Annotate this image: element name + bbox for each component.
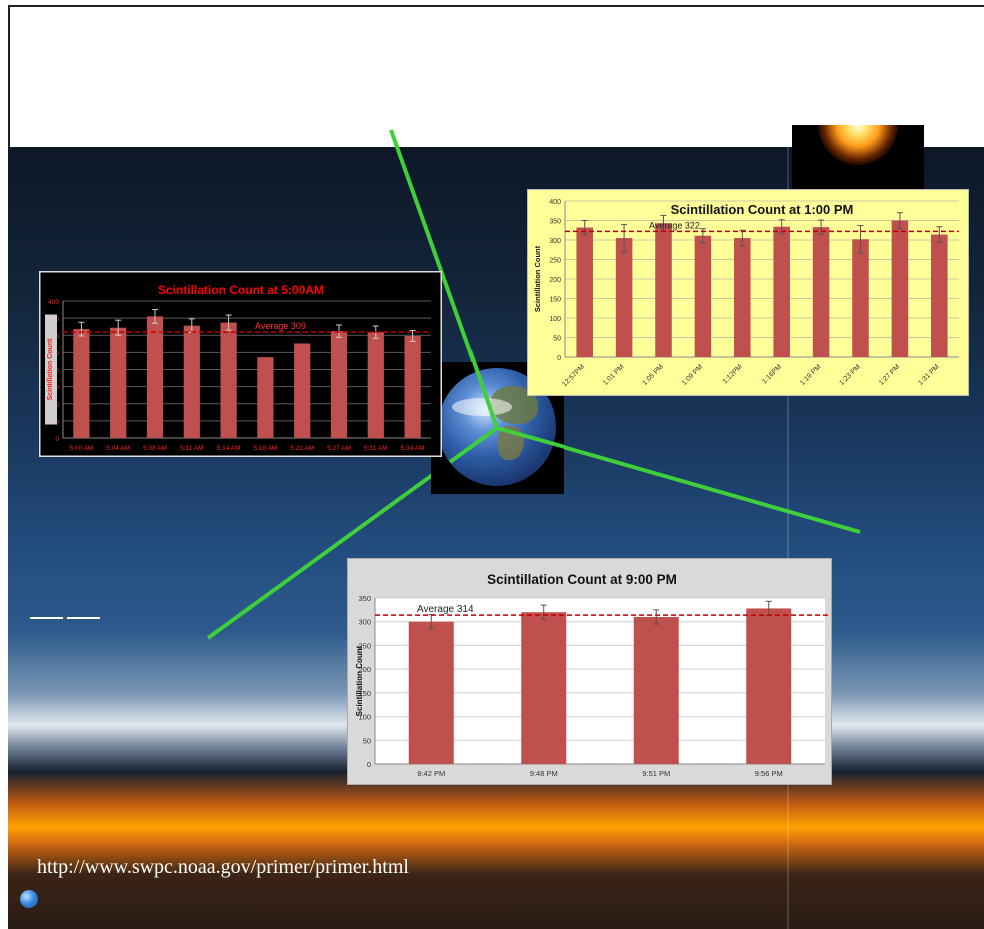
background-divider [787, 145, 789, 929]
y-tick-label: 150 [358, 689, 371, 698]
bar [404, 335, 421, 438]
bar [330, 331, 348, 438]
bar [655, 223, 672, 357]
y-tick-label: 0 [367, 760, 371, 769]
bar [110, 327, 127, 438]
bar [408, 621, 454, 764]
bar [576, 227, 593, 357]
bar [257, 357, 274, 438]
x-tick-label: 5:18 AM [253, 445, 277, 452]
y-tick-label: 300 [549, 238, 561, 245]
chart-title: Scintillation Count at 1:00 PM [671, 202, 854, 217]
bar [694, 235, 712, 357]
bar [812, 227, 830, 357]
x-tick-label: 5:11 AM [180, 445, 203, 452]
y-axis-label: Scintillation Count [533, 245, 542, 312]
bar [146, 316, 164, 438]
y-tick-label: 150 [549, 297, 561, 304]
globe-icon [20, 890, 38, 908]
bar [183, 325, 200, 438]
bar [521, 612, 567, 764]
earth-landmass [498, 426, 524, 460]
y-tick-label: 350 [549, 219, 561, 226]
y-tick-label: 0 [55, 436, 59, 443]
bar [294, 343, 311, 438]
y-axis-label: Scintillation Count [355, 645, 364, 716]
x-tick-label: 5:34 AM [401, 445, 425, 452]
bar [367, 332, 384, 438]
y-tick-label: 50 [553, 336, 561, 343]
chart-9pm: 0 50 100 150 200 250 300 350 9:42 PM 9:48 PM 9:51 … [347, 558, 832, 785]
x-tick-label: 9:56 PM [755, 769, 783, 778]
average-label: Average 309 [255, 321, 306, 331]
y-tick-label: 250 [358, 641, 371, 650]
bar [734, 238, 751, 357]
chart-title: Scintillation Count at 9:00 PM [487, 572, 677, 587]
y-tick-label: 250 [549, 258, 561, 265]
bar [746, 608, 792, 764]
x-tick-label: 5:27 AM [327, 445, 351, 452]
x-tick-label: 9:48 PM [530, 769, 558, 778]
x-tick-label: 9:51 PM [642, 769, 670, 778]
y-tick-label: 400 [549, 199, 561, 206]
average-label: Average 322 [649, 220, 700, 230]
bar [220, 322, 237, 438]
source-url[interactable]: http://www.swpc.noaa.gov/primer/primer.h… [37, 856, 409, 878]
x-tick-label: 9:42 PM [417, 769, 445, 778]
y-tick-label: 350 [358, 594, 371, 603]
bar [891, 220, 909, 357]
bar [773, 226, 790, 357]
dash-mark [30, 617, 100, 619]
slide-title: The Data [850, 30, 925, 50]
y-tick-label: 50 [363, 736, 371, 745]
chart-title: Scintillation Count at 5:00AM [158, 283, 324, 297]
bar [615, 238, 633, 357]
x-tick-label: 5:21 AM [290, 445, 314, 452]
y-label-background [45, 314, 57, 425]
bar [931, 234, 948, 357]
bar [73, 329, 90, 438]
x-tick-label: 5:00 AM [69, 445, 93, 452]
average-label: Average 314 [417, 604, 474, 615]
earth-cloud [452, 398, 512, 416]
sun-image [792, 125, 924, 190]
y-tick-label: 0 [557, 355, 561, 362]
chart-5am: 0501001502002503003504005:00 AM5:04 AM5:… [39, 271, 442, 457]
x-tick-label: 5:31 AM [364, 445, 388, 452]
header-band [8, 5, 984, 147]
y-axis-label: Scintillation Count [47, 338, 54, 400]
y-tick-label: 100 [358, 713, 371, 722]
bar [633, 616, 679, 764]
y-tick-label: 300 [358, 618, 371, 627]
y-tick-label: 400 [48, 299, 59, 306]
y-tick-label: 100 [549, 316, 561, 323]
x-tick-label: 5:08 AM [143, 445, 167, 452]
y-tick-label: 200 [358, 665, 371, 674]
y-tick-label: 200 [549, 277, 561, 284]
bar [852, 239, 869, 357]
x-tick-label: 5:14 AM [217, 445, 241, 452]
x-tick-label: 5:04 AM [106, 445, 130, 452]
